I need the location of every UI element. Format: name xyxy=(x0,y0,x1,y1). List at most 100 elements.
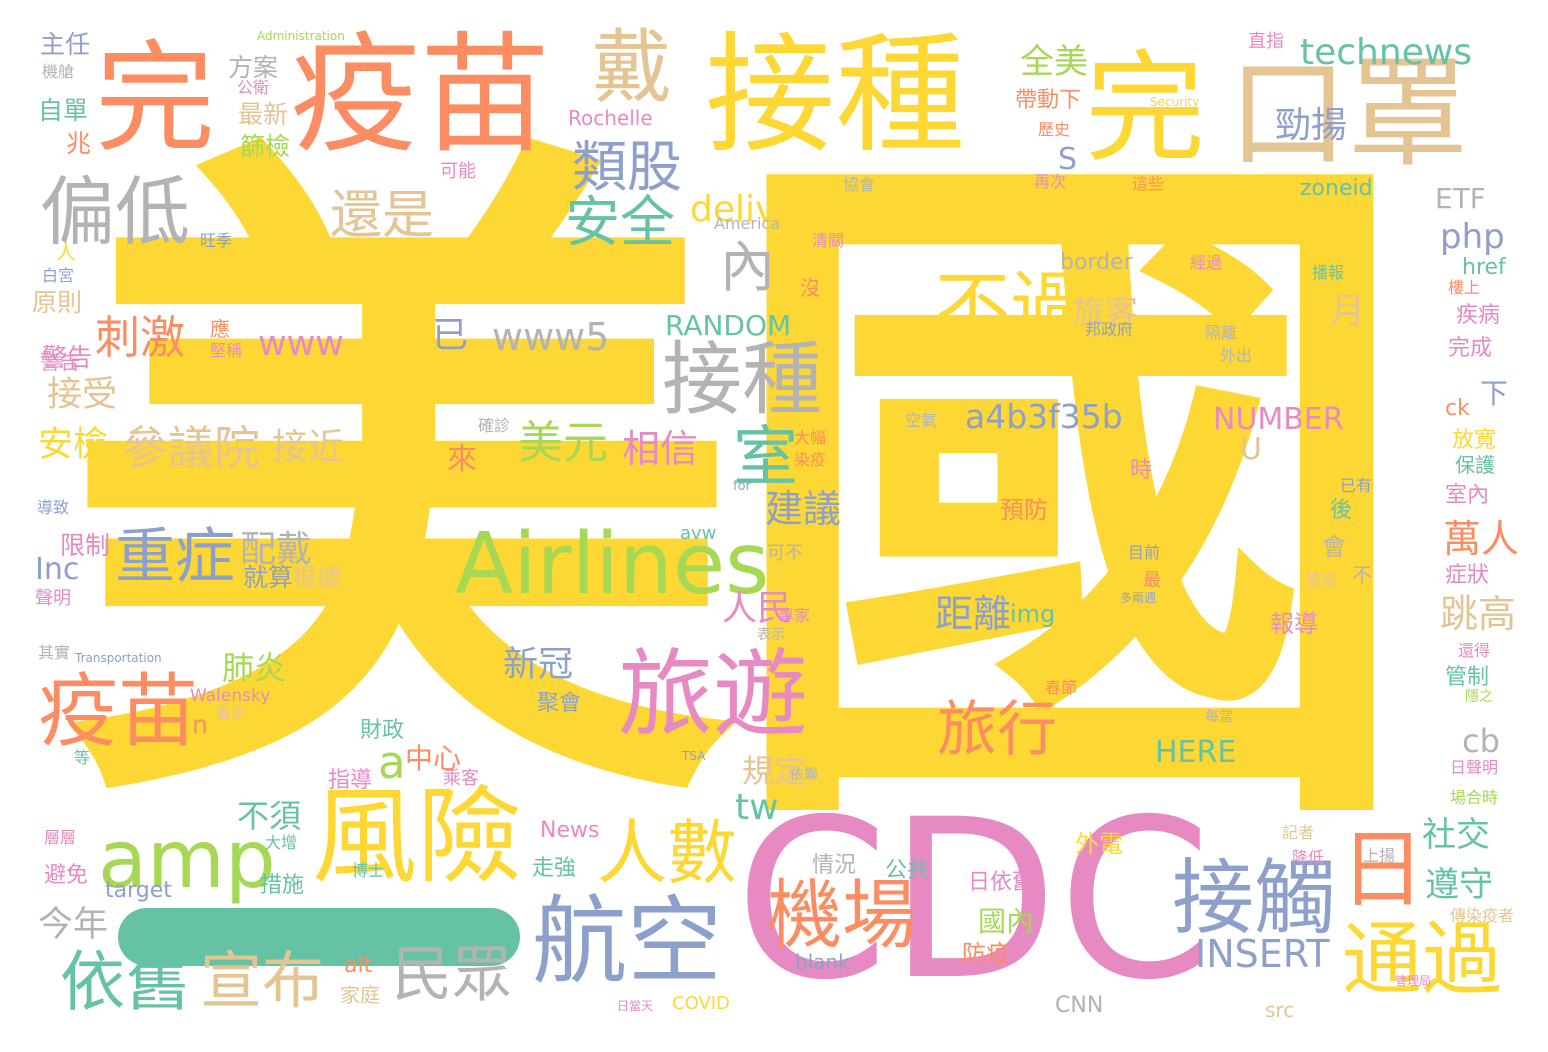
cloud-word: 就算 xyxy=(243,563,294,592)
cloud-word: 內 xyxy=(720,235,776,299)
cloud-word: 走強 xyxy=(532,856,577,881)
cloud-word: 還得 xyxy=(1458,641,1491,660)
cloud-word: tw xyxy=(735,787,779,828)
cloud-word: 導致 xyxy=(37,498,70,517)
cloud-word: 自單 xyxy=(38,96,89,125)
cloud-word: 不過 xyxy=(935,263,1086,351)
cloud-word: 宣布 xyxy=(200,944,325,1017)
cloud-word: Airlines xyxy=(455,515,770,614)
cloud-word: 重症 xyxy=(115,522,235,592)
cloud-word: 還是 xyxy=(330,186,435,246)
cloud-word: 旅客 xyxy=(1072,292,1138,331)
cloud-word: 建議 xyxy=(765,487,842,531)
cloud-word: 依聯 xyxy=(790,767,818,783)
cloud-word: 接觸 xyxy=(1172,851,1337,946)
cloud-word: 接受 xyxy=(47,375,118,415)
cloud-word: for xyxy=(733,479,751,494)
cloud-word: TSA xyxy=(682,749,706,763)
cloud-word: 全美 xyxy=(1020,42,1088,82)
cloud-word: 上揚 xyxy=(1363,846,1396,865)
cloud-word: 疫苗 xyxy=(290,19,551,171)
cloud-word: 遵守 xyxy=(1425,865,1493,905)
cloud-word: 通過 xyxy=(1258,175,1291,194)
cloud-word: RANDOM xyxy=(665,309,792,342)
cloud-word: 方案 xyxy=(228,53,279,82)
cloud-word: 公衛 xyxy=(237,78,270,97)
cloud-word: 公共 xyxy=(885,858,930,883)
cloud-word: 乘客 xyxy=(443,768,479,789)
cloud-word: INSERT xyxy=(1195,932,1330,976)
cloud-word: 參議院 xyxy=(122,421,260,475)
cloud-word: 場合時 xyxy=(1450,788,1499,807)
cloud-word: 時 xyxy=(1130,458,1153,483)
cloud-word: 疫苗 xyxy=(38,665,198,758)
cloud-word: 勁揚 xyxy=(1275,105,1348,146)
cloud-word: 專家 xyxy=(778,606,811,625)
cloud-word: 偏低 xyxy=(40,168,191,256)
cloud-word: 表示 xyxy=(757,627,785,643)
cloud-word: 人數 xyxy=(597,812,737,894)
cloud-word: CNN xyxy=(1055,993,1104,1018)
cloud-word: 每當 xyxy=(1205,709,1233,725)
cloud-word: 類股 xyxy=(572,135,683,199)
cloud-word: 樓上 xyxy=(1448,278,1481,297)
cloud-word: CDC xyxy=(735,772,1212,1028)
cloud-word: 目前 xyxy=(1128,543,1161,562)
cloud-word: 症狀 xyxy=(1445,563,1490,588)
cloud-word: 這些 xyxy=(1132,174,1165,193)
cloud-word: 室 xyxy=(733,420,799,495)
cloud-word: avw xyxy=(680,523,717,544)
cloud-word: zoneid xyxy=(1300,176,1373,201)
cloud-word: blank xyxy=(795,950,850,974)
cloud-word: 安全 xyxy=(565,190,676,254)
cloud-word: 國 xyxy=(720,92,1420,907)
cloud-word: 可能 xyxy=(440,161,476,182)
cloud-word: 兆 xyxy=(66,129,92,158)
cloud-word: 主任 xyxy=(40,30,91,59)
cloud-word: 看來 xyxy=(215,703,248,722)
cloud-word: 今年 xyxy=(38,905,109,945)
cloud-word: 歷史 xyxy=(1038,120,1071,139)
cloud-word: 降低 xyxy=(1292,848,1325,867)
cloud-word: 接近 xyxy=(272,427,345,468)
cloud-word: 完成 xyxy=(1448,336,1493,361)
cloud-word: 限制 xyxy=(60,531,111,560)
cloud-word: href xyxy=(1462,255,1506,280)
cloud-word: 大增 xyxy=(265,833,298,852)
cloud-word: 空氣 xyxy=(905,411,938,430)
cloud-word: 安檢 xyxy=(38,425,109,465)
cloud-word: 旅遊 xyxy=(618,640,809,750)
cloud-word: target xyxy=(105,878,172,903)
cloud-word: Administration xyxy=(257,29,345,43)
cloud-word: ck xyxy=(1445,396,1470,421)
cloud-word: 避免 xyxy=(44,863,89,888)
cloud-word: 白宮 xyxy=(42,266,75,285)
cloud-word: 月 xyxy=(1330,292,1366,332)
cloud-word: 邦政府 xyxy=(1085,320,1134,339)
cloud-word: 財政 xyxy=(360,718,405,743)
green-bar-shape xyxy=(118,908,520,966)
cloud-word: 情況 xyxy=(812,853,857,878)
cloud-word: 預防 xyxy=(1000,496,1048,524)
cloud-word: U xyxy=(1240,432,1262,467)
cloud-word: ETF xyxy=(1435,182,1486,215)
cloud-word: www xyxy=(258,324,344,364)
cloud-word: 完 xyxy=(1085,40,1205,179)
cloud-word: HERE xyxy=(1155,735,1237,770)
cloud-word: 確診 xyxy=(478,416,511,435)
cloud-word: 日 xyxy=(1340,821,1426,920)
cloud-word: 機艙 xyxy=(42,62,75,81)
cloud-word: News xyxy=(540,818,600,843)
cloud-word: 堅稱 xyxy=(210,341,243,360)
cloud-word: S xyxy=(1058,142,1078,177)
cloud-word: 完 xyxy=(95,30,215,169)
cloud-word: 風險 xyxy=(312,776,523,898)
cloud-word: 帶動下 xyxy=(1015,88,1082,113)
cloud-word: 不 xyxy=(1352,563,1372,587)
cloud-word: 已 xyxy=(432,315,469,356)
cloud-word: 依舊 xyxy=(60,945,191,1020)
cloud-word: 社交 xyxy=(1422,815,1490,855)
cloud-word: 春節 xyxy=(1045,678,1078,697)
cloud-word: Walensky xyxy=(190,686,271,706)
